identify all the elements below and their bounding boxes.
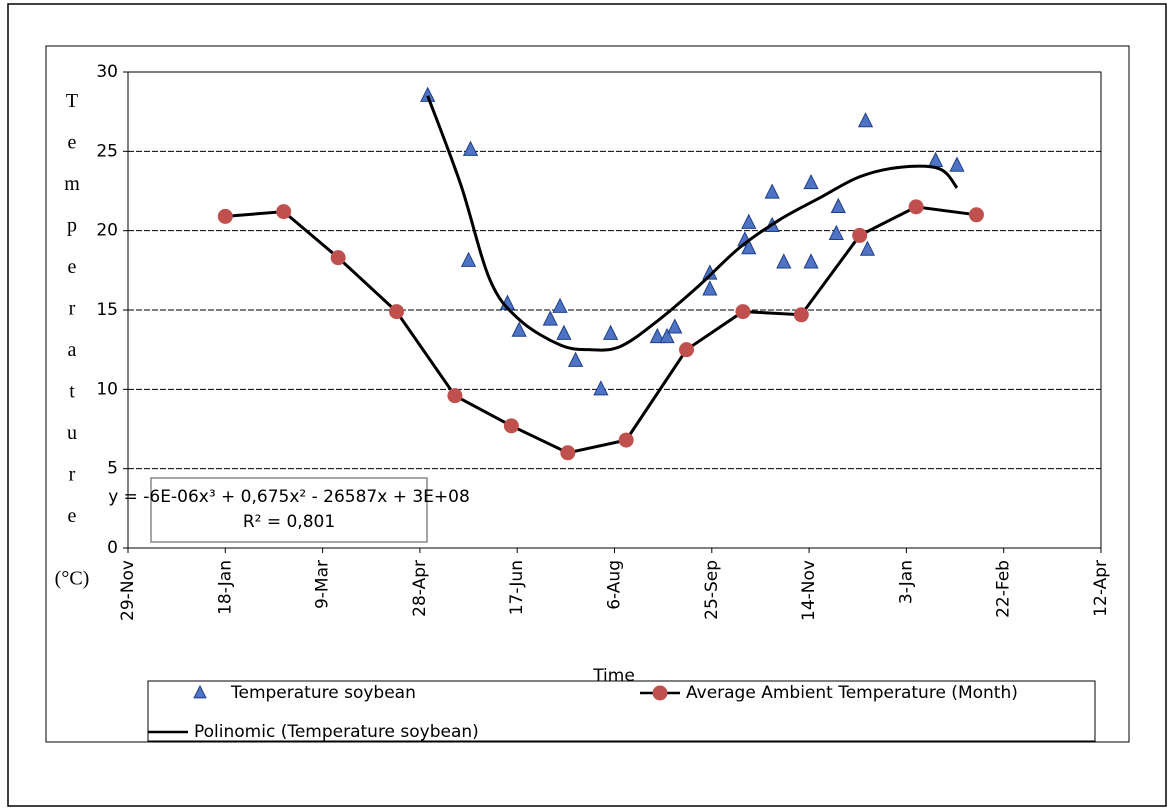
point (803, 173, 819, 190)
point (857, 112, 874, 128)
y-tick-label: 25 (96, 141, 118, 161)
legend (147, 680, 1096, 742)
point (567, 351, 584, 367)
y-tick-label: 30 (96, 62, 118, 82)
chart-area (45, 45, 1130, 743)
point (447, 388, 463, 404)
point (679, 342, 695, 358)
point (830, 197, 846, 213)
point (803, 253, 819, 269)
point (460, 251, 477, 267)
equation: y = -6E-06x³ + 0,675x² - 26587x + 3E+08 (108, 487, 470, 507)
x-tick-label: 29-Nov (118, 560, 138, 621)
point (542, 310, 558, 326)
x-tick-label: 3-Jan (896, 560, 916, 604)
ambient-line (225, 205, 977, 455)
point (511, 321, 527, 337)
point (764, 183, 780, 199)
point (503, 418, 519, 434)
point (968, 207, 984, 223)
point (828, 224, 844, 240)
x-tick-label: 28-Apr (410, 560, 430, 617)
x-tick-label: 14-Nov (799, 560, 819, 621)
point (602, 324, 619, 340)
point (593, 380, 609, 396)
point (649, 327, 665, 344)
y-axis-unit: (°C) (55, 568, 90, 590)
point (741, 213, 757, 229)
x-tick-label: 12-Apr (1091, 560, 1111, 617)
x-tick-label: 22-Feb (994, 560, 1014, 618)
legend-label: Temperature soybean (230, 683, 416, 703)
point (735, 304, 751, 320)
point (793, 307, 809, 323)
x-tick-label: 6-Aug (605, 560, 625, 610)
y-tick-label: 0 (107, 538, 118, 558)
point (618, 432, 634, 448)
x-tick-label: 9-Mar (313, 560, 333, 609)
point (552, 297, 568, 313)
point (560, 445, 576, 461)
trend-line (426, 95, 959, 352)
point (949, 156, 965, 172)
x-tick-label: 18-Jan (215, 560, 235, 615)
point (776, 253, 792, 269)
point (667, 318, 683, 334)
point (330, 250, 346, 266)
y-tick-label: 20 (96, 221, 118, 241)
r-squared: R² = 0,801 (243, 512, 335, 532)
legend-marker (652, 685, 668, 701)
point (859, 240, 876, 256)
y-tick-label: 15 (96, 300, 118, 320)
point (741, 239, 757, 255)
y-tick-label: 10 (96, 379, 118, 399)
point (462, 140, 479, 156)
legend-marker (193, 684, 207, 699)
y-tick-label: 5 (107, 459, 118, 479)
point (702, 280, 718, 296)
point (852, 227, 868, 243)
equation-box (150, 477, 428, 543)
point (908, 199, 924, 215)
legend-label: Polinomic (Temperature soybean) (194, 722, 479, 742)
legend-label: Average Ambient Temperature (Month) (686, 683, 1018, 703)
frame (7, 3, 1167, 807)
point (217, 208, 233, 224)
point (389, 304, 405, 320)
point (556, 324, 572, 340)
x-tick-label: 17-Jun (507, 560, 527, 615)
x-tick-label: 25-Sep (702, 560, 722, 620)
point (659, 327, 675, 344)
point (420, 86, 436, 102)
point (276, 204, 292, 220)
